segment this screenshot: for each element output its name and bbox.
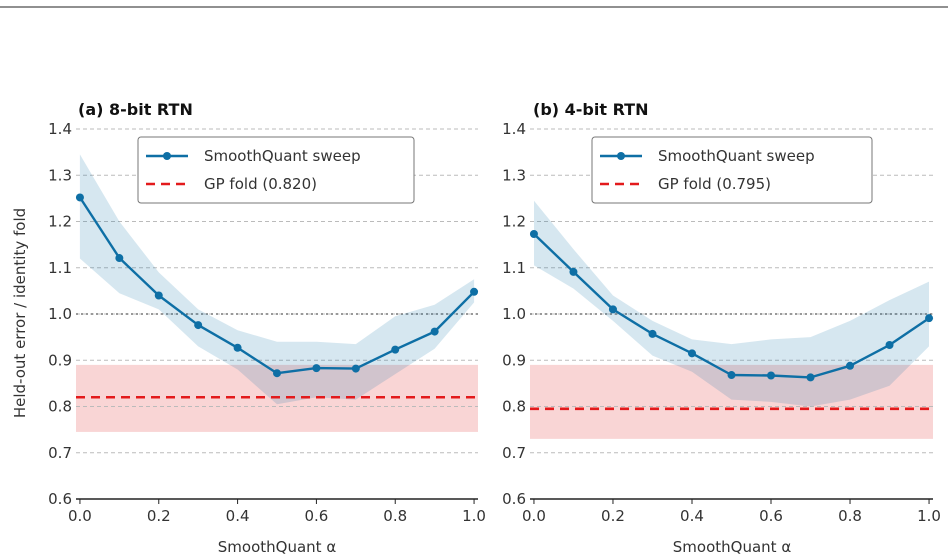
sweep-point [648, 329, 657, 338]
x-tick-label: 0.2 [147, 507, 171, 525]
panel-a: (a) 8-bit RTN Held-out error / identity … [11, 100, 486, 556]
x-tick-label: 0.4 [226, 507, 250, 525]
x-tick-label: 0.2 [601, 507, 625, 525]
panel-title: (a) 8-bit RTN [78, 100, 193, 119]
legend: SmoothQuant sweep GP fold (0.795) [591, 136, 873, 204]
x-axis-label: SmoothQuant α [673, 538, 792, 556]
sweep-point [391, 345, 400, 354]
x-tick-label: 0.6 [304, 507, 328, 525]
sweep-point [115, 254, 124, 263]
sweep-point [529, 229, 538, 238]
sweep-point [687, 349, 696, 358]
x-tick-label: 1.0 [462, 507, 486, 525]
legend-frame [137, 136, 415, 204]
plot-area: 0.6 0.7 0.8 0.9 1.0 1.1 1.2 1.3 1.4 0.0 0.2 0.4 0.6 0… [48, 120, 486, 525]
x-tick-label: 0.8 [383, 507, 407, 525]
legend-marker-swatch [617, 152, 625, 160]
sweep-point [233, 343, 242, 352]
x-tick-label: 0.0 [522, 507, 546, 525]
sweep-point [806, 373, 815, 382]
y-tick-label: 1.2 [48, 213, 72, 231]
sweep-point [885, 340, 894, 349]
y-tick-label: 1.0 [502, 305, 526, 323]
y-tick-label: 0.6 [48, 490, 72, 508]
sweep-point [430, 327, 439, 336]
legend-entry-gp: GP fold (0.820) [204, 175, 317, 193]
y-tick-label: 1.3 [502, 166, 526, 184]
sweep-point [846, 361, 855, 370]
x-tick-label: 0.8 [838, 507, 862, 525]
sweep-point [273, 369, 281, 378]
sweep-point [75, 193, 84, 202]
panel-title: (b) 4-bit RTN [533, 100, 648, 119]
y-tick-label: 0.9 [502, 351, 526, 369]
sweep-point [608, 305, 617, 314]
y-tick-label: 1.1 [502, 259, 526, 277]
plot-area: 0.6 0.7 0.8 0.9 1.0 1.1 1.2 1.3 1.4 0.0 0.2 0.4 0.6 0… [502, 120, 941, 525]
x-tick-label: 1.0 [917, 507, 941, 525]
legend-entry-gp: GP fold (0.795) [658, 175, 771, 193]
sweep-point [154, 291, 163, 300]
x-tick-label: 0.0 [68, 507, 92, 525]
sweep-point [312, 364, 321, 373]
legend: SmoothQuant sweep GP fold (0.820) [137, 136, 415, 204]
legend-entry-sweep: SmoothQuant sweep [658, 147, 815, 165]
sweep-point [470, 287, 479, 296]
sweep-point [351, 364, 360, 373]
sweep-point [925, 314, 934, 323]
y-tick-label: 0.9 [48, 351, 72, 369]
x-tick-label: 0.4 [680, 507, 704, 525]
y-tick-label: 0.7 [502, 444, 526, 462]
sweep-point [569, 267, 578, 276]
x-axis-label: SmoothQuant α [218, 538, 337, 556]
y-axis-label: Held-out error / identity fold [11, 208, 29, 418]
legend-frame [591, 136, 873, 204]
sweep-band [534, 200, 929, 407]
sweep-point [194, 321, 203, 330]
y-tick-label: 0.7 [48, 444, 72, 462]
y-tick-label: 0.6 [502, 490, 526, 508]
x-tick-label: 0.6 [759, 507, 783, 525]
y-tick-label: 1.1 [48, 259, 72, 277]
sweep-point [727, 371, 736, 380]
y-tick-label: 1.2 [502, 213, 526, 231]
sweep-point [767, 371, 776, 380]
y-tick-label: 1.4 [502, 120, 526, 138]
y-tick-label: 1.0 [48, 305, 72, 323]
y-tick-label: 0.8 [502, 398, 526, 416]
legend-entry-sweep: SmoothQuant sweep [204, 147, 361, 165]
panel-b: (b) 4-bit RTN SmoothQuant α 0.6 0.7 0.8 0.9… [502, 100, 941, 556]
legend-marker-swatch [163, 152, 171, 160]
y-tick-label: 0.8 [48, 398, 72, 416]
sweep-band [79, 154, 475, 405]
y-tick-label: 1.3 [48, 166, 72, 184]
y-tick-label: 1.4 [48, 120, 72, 138]
